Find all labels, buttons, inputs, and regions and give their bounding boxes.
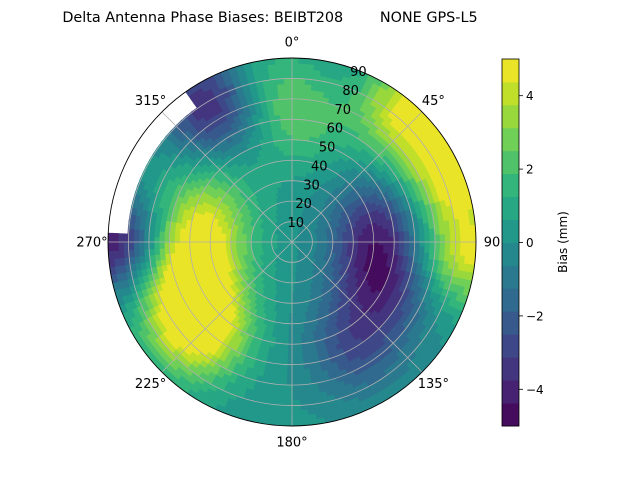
phase-bias-heatmap: [108, 58, 476, 426]
chart-title: Delta Antenna Phase Biases: BEIBT208 NON…: [62, 10, 477, 26]
